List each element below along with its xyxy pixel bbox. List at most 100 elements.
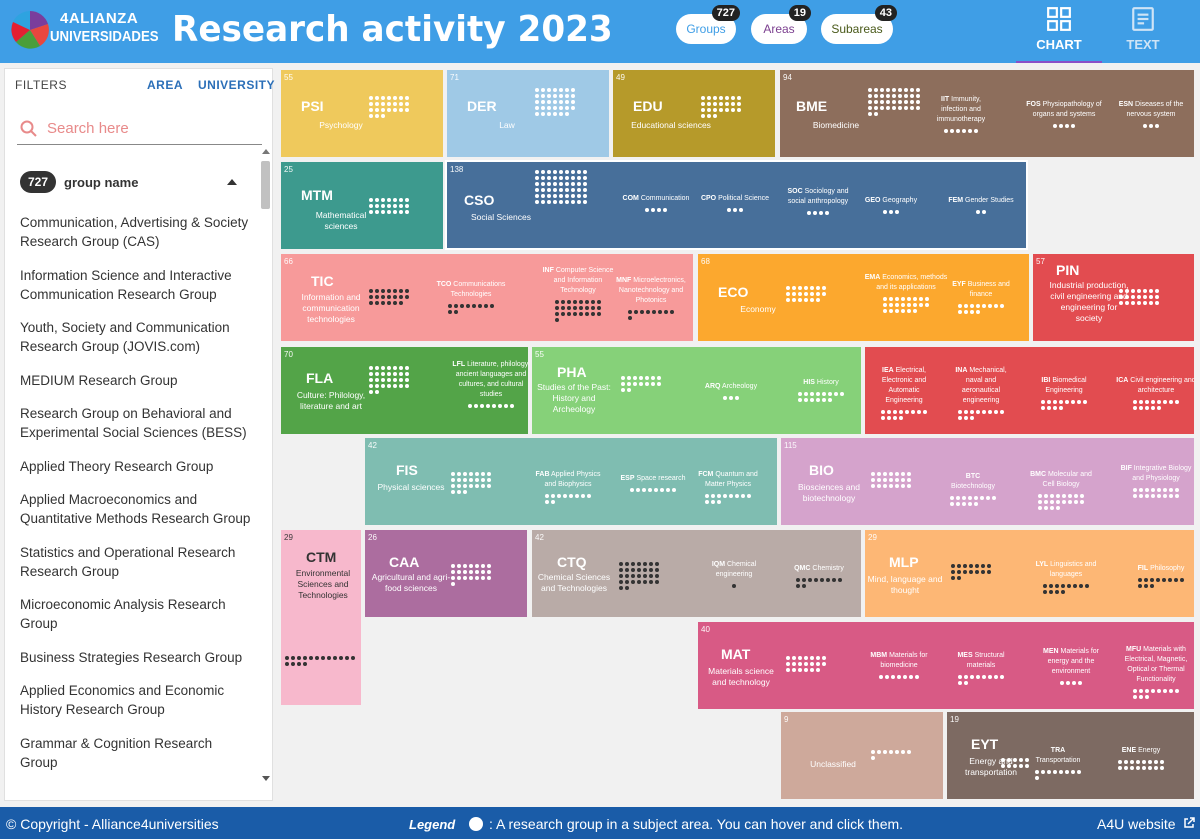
- research-group-dot[interactable]: [814, 578, 818, 582]
- research-group-dot[interactable]: [1061, 584, 1065, 588]
- research-group-dot[interactable]: [982, 304, 986, 308]
- group-list-item[interactable]: Business Strategies Research Group: [20, 649, 243, 665]
- research-group-dot[interactable]: [1144, 578, 1148, 582]
- research-group-dot[interactable]: [796, 578, 800, 582]
- research-group-dot[interactable]: [1131, 301, 1135, 305]
- research-group-dot[interactable]: [1059, 124, 1063, 128]
- research-group-dot[interactable]: [1059, 400, 1063, 404]
- research-group-dot[interactable]: [1149, 289, 1153, 293]
- research-group-dot[interactable]: [579, 312, 583, 316]
- research-group-dot[interactable]: [798, 298, 802, 302]
- research-group-dot[interactable]: [1139, 689, 1143, 693]
- area-dots-ctq[interactable]: [619, 562, 659, 590]
- subarea-dots[interactable]: [861, 297, 951, 313]
- research-group-dot[interactable]: [1131, 295, 1135, 299]
- research-group-dot[interactable]: [1148, 766, 1152, 770]
- research-group-dot[interactable]: [711, 494, 715, 498]
- research-group-dot[interactable]: [901, 303, 905, 307]
- research-group-dot[interactable]: [883, 472, 887, 476]
- research-group-dot[interactable]: [375, 198, 379, 202]
- research-group-dot[interactable]: [555, 318, 559, 322]
- subarea-dots[interactable]: [931, 129, 991, 133]
- group-list-item[interactable]: Applied Macroeconomics and Quantitative …: [20, 492, 251, 526]
- research-group-dot[interactable]: [901, 472, 905, 476]
- subarea-dots[interactable]: [1028, 770, 1088, 780]
- research-group-dot[interactable]: [907, 750, 911, 754]
- research-group-dot[interactable]: [553, 182, 557, 186]
- research-group-dot[interactable]: [804, 286, 808, 290]
- research-group-dot[interactable]: [553, 194, 557, 198]
- research-group-dot[interactable]: [904, 100, 908, 104]
- research-group-dot[interactable]: [1162, 578, 1166, 582]
- area-dots-bio[interactable]: [871, 472, 911, 488]
- research-group-dot[interactable]: [535, 200, 539, 204]
- research-group-dot[interactable]: [1125, 289, 1129, 293]
- research-group-dot[interactable]: [1066, 681, 1070, 685]
- subarea-fos[interactable]: FOS Physiopathology of organs and system…: [1019, 100, 1109, 128]
- research-group-dot[interactable]: [871, 484, 875, 488]
- research-group-dot[interactable]: [1000, 410, 1004, 414]
- research-group-dot[interactable]: [351, 656, 355, 660]
- area-dots-edu[interactable]: [701, 96, 741, 118]
- research-group-dot[interactable]: [545, 500, 549, 504]
- area-block-tic[interactable]: 66 TIC Information and communication techn…: [281, 254, 693, 341]
- research-group-dot[interactable]: [832, 578, 836, 582]
- research-group-dot[interactable]: [573, 312, 577, 316]
- research-group-dot[interactable]: [919, 303, 923, 307]
- research-group-dot[interactable]: [563, 494, 567, 498]
- research-group-dot[interactable]: [381, 108, 385, 112]
- research-group-dot[interactable]: [904, 106, 908, 110]
- research-group-dot[interactable]: [895, 303, 899, 307]
- research-group-dot[interactable]: [1143, 289, 1147, 293]
- research-group-dot[interactable]: [1136, 766, 1140, 770]
- research-group-dot[interactable]: [880, 106, 884, 110]
- research-group-dot[interactable]: [1019, 758, 1023, 762]
- research-group-dot[interactable]: [1174, 578, 1178, 582]
- subarea-dots[interactable]: [1111, 124, 1191, 128]
- research-group-dot[interactable]: [565, 100, 569, 104]
- research-group-dot[interactable]: [654, 488, 658, 492]
- research-group-dot[interactable]: [1136, 760, 1140, 764]
- research-group-dot[interactable]: [369, 390, 373, 394]
- research-group-dot[interactable]: [551, 500, 555, 504]
- research-group-dot[interactable]: [1056, 494, 1060, 498]
- research-group-dot[interactable]: [469, 576, 473, 580]
- research-group-dot[interactable]: [1071, 124, 1075, 128]
- groups-pill[interactable]: Groups 727: [676, 5, 740, 44]
- subarea-dots[interactable]: [1121, 578, 1194, 588]
- research-group-dot[interactable]: [369, 372, 373, 376]
- research-group-dot[interactable]: [802, 578, 806, 582]
- subarea-dots[interactable]: [533, 494, 603, 504]
- research-group-dot[interactable]: [375, 114, 379, 118]
- research-group-dot[interactable]: [475, 478, 479, 482]
- research-group-dot[interactable]: [327, 656, 331, 660]
- subarea-cpo[interactable]: CPO Political Science: [695, 194, 775, 212]
- research-group-dot[interactable]: [895, 210, 899, 214]
- research-group-dot[interactable]: [469, 484, 473, 488]
- research-group-dot[interactable]: [571, 188, 575, 192]
- research-group-dot[interactable]: [1149, 301, 1153, 305]
- research-group-dot[interactable]: [1119, 289, 1123, 293]
- research-group-dot[interactable]: [475, 472, 479, 476]
- subarea-dots[interactable]: [1026, 494, 1096, 510]
- research-group-dot[interactable]: [393, 366, 397, 370]
- research-group-dot[interactable]: [910, 100, 914, 104]
- research-group-dot[interactable]: [535, 94, 539, 98]
- research-group-dot[interactable]: [627, 388, 631, 392]
- research-group-dot[interactable]: [713, 114, 717, 118]
- subarea-dots[interactable]: [1101, 760, 1181, 770]
- research-group-dot[interactable]: [958, 681, 962, 685]
- research-group-dot[interactable]: [405, 289, 409, 293]
- research-group-dot[interactable]: [701, 114, 705, 118]
- research-group-dot[interactable]: [910, 94, 914, 98]
- research-group-dot[interactable]: [1155, 289, 1159, 293]
- research-group-dot[interactable]: [387, 210, 391, 214]
- research-group-dot[interactable]: [1007, 764, 1011, 768]
- research-group-dot[interactable]: [868, 88, 872, 92]
- research-group-dot[interactable]: [480, 404, 484, 408]
- subarea-dots[interactable]: [874, 410, 934, 420]
- research-group-dot[interactable]: [369, 102, 373, 106]
- subareas-pill[interactable]: Subareas 43: [821, 5, 897, 44]
- research-group-dot[interactable]: [375, 289, 379, 293]
- research-group-dot[interactable]: [1119, 301, 1123, 305]
